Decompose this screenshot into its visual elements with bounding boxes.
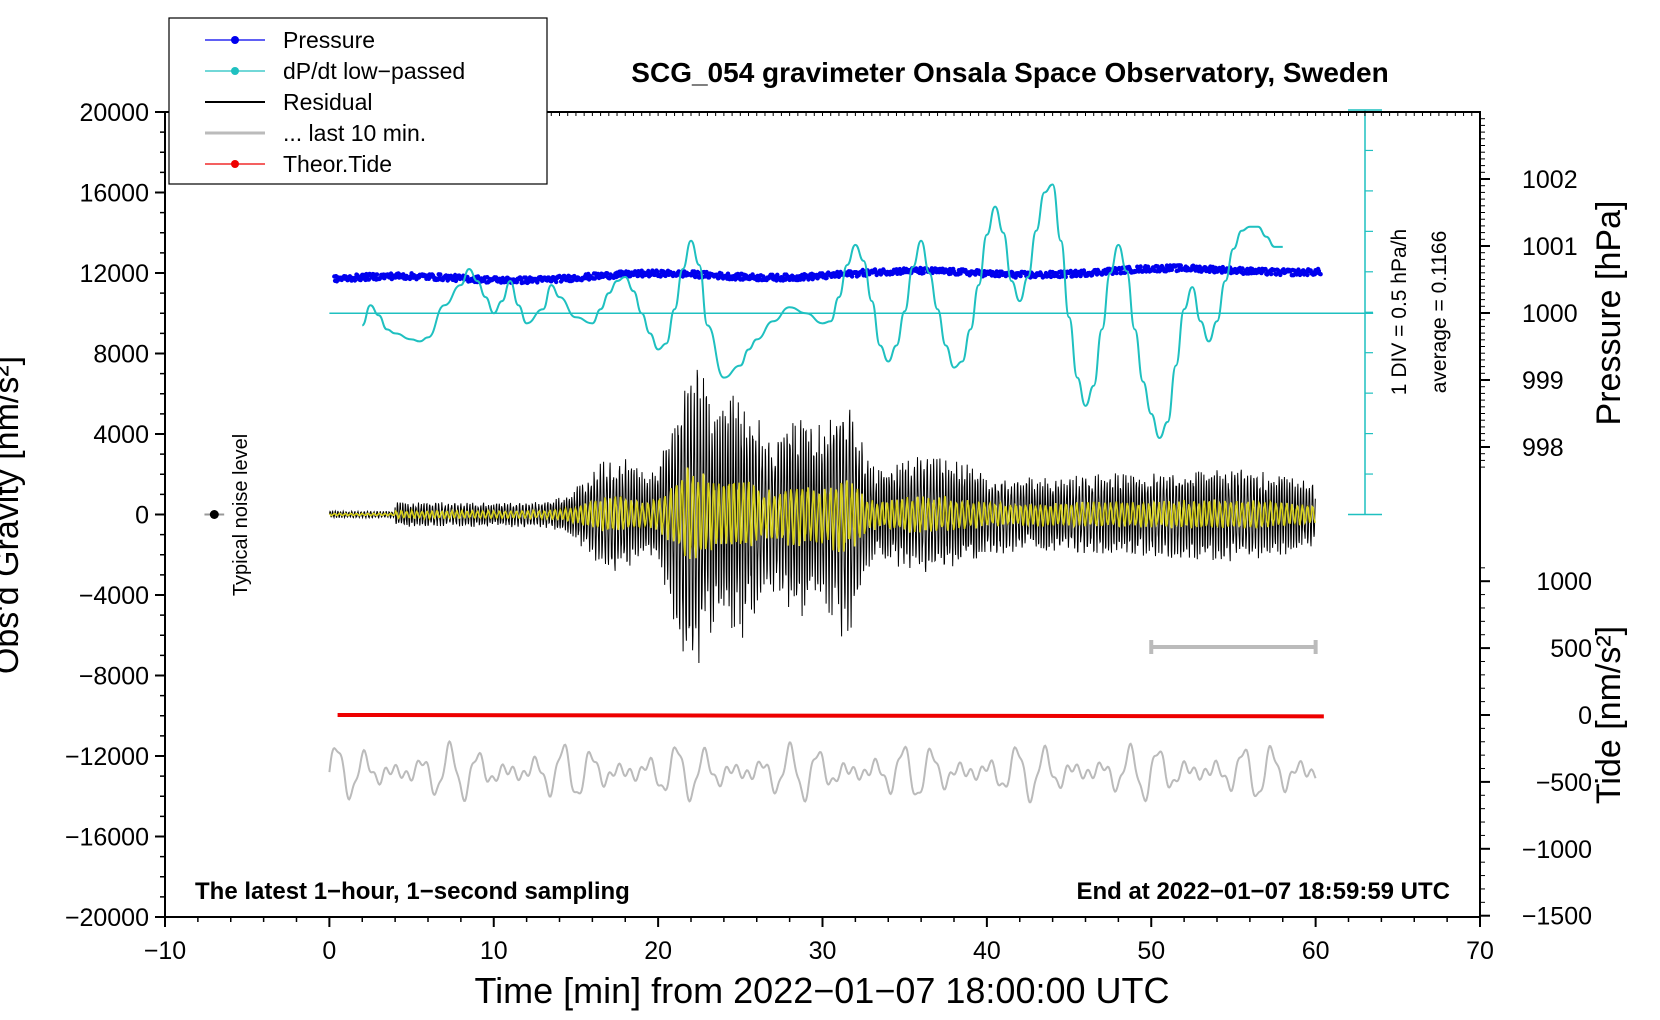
tide-tick-label: −500 (1536, 769, 1592, 797)
sampling-note: The latest 1−hour, 1−second sampling (195, 878, 630, 905)
noise-label: Typical noise level (230, 434, 252, 596)
pressure-average-label: average = 0.1166 (1428, 231, 1451, 394)
y-tick-label: 8000 (93, 341, 149, 369)
chart-title: SCG_054 gravimeter Onsala Space Observat… (631, 57, 1388, 88)
legend-marker (231, 36, 239, 44)
x-tick-label: 30 (809, 937, 837, 965)
pressure-point (1220, 264, 1226, 270)
pressure-point (849, 274, 855, 279)
y-tick-label: 16000 (79, 180, 149, 208)
pressure-point (366, 277, 371, 282)
x-tick-label: 20 (644, 937, 672, 965)
pressure-point (860, 267, 865, 273)
legend-label: dP/dt low−passed (283, 58, 465, 84)
legend-label: ... last 10 min. (283, 120, 426, 146)
y-tick-label: −20000 (65, 904, 149, 932)
pressure-point (438, 272, 443, 277)
x-tick-label: 70 (1466, 937, 1494, 965)
tide-tick-label: −1500 (1522, 903, 1592, 931)
tide-axis-label: Tide [nm/s²] (1590, 626, 1628, 804)
pressure-point (605, 271, 610, 276)
pressure-point (658, 274, 663, 279)
tide-tick-label: 500 (1550, 635, 1592, 663)
pressure-point (1305, 272, 1310, 278)
pressure-point (1178, 263, 1184, 268)
y-tick-label: −12000 (65, 743, 149, 771)
pressure-tick-label: 1000 (1522, 300, 1578, 328)
y-tick-label: 12000 (79, 260, 149, 288)
y-axis-label: Obs'd Gravity [nm/s²] (0, 356, 26, 674)
tide-tick-label: 1000 (1536, 568, 1592, 596)
noise-level-marker (209, 510, 219, 519)
x-tick-label: 50 (1137, 937, 1165, 965)
y-tick-label: −16000 (65, 824, 149, 852)
y-tick-label: −4000 (79, 582, 149, 610)
legend-marker (231, 160, 239, 168)
pressure-point (1318, 272, 1323, 277)
legend: Pressure dP/dt low−passed Residual ... last… (168, 17, 548, 185)
pressure-point (1060, 274, 1065, 279)
legend-label: Residual (283, 89, 373, 115)
pressure-point (374, 272, 380, 277)
x-axis-label: Time [min] from 2022−01−07 18:00:00 UTC (474, 970, 1169, 1011)
pressure-tick-label: 999 (1522, 367, 1564, 395)
pressure-point (1250, 266, 1255, 272)
pressure-point (1068, 268, 1073, 274)
residual-filtered-series (328, 467, 1316, 559)
pressure-point (1240, 266, 1245, 271)
theor-tide-series (337, 713, 1324, 719)
pressure-tick-label: 1001 (1522, 233, 1578, 261)
pressure-point (1013, 275, 1018, 280)
pressure-point (554, 279, 559, 285)
pressure-tick-label: 998 (1522, 434, 1564, 462)
pressure-point (921, 270, 926, 276)
pressure-point (1274, 272, 1279, 277)
pressure-axis-label: Pressure [hPa] (1590, 201, 1628, 426)
pressure-scale-label: 1 DIV = 0.5 hPa/h (1388, 229, 1411, 395)
residual-series (328, 369, 1316, 664)
tide-tick-label: 0 (1578, 702, 1592, 730)
x-tick-label: 40 (973, 937, 1001, 965)
legend-label: Theor.Tide (283, 151, 392, 177)
y-tick-label: 0 (135, 502, 149, 530)
pressure-point (568, 274, 573, 279)
end-time-note: End at 2022−01−07 18:59:59 UTC (1076, 878, 1450, 905)
last-10-min-trace (328, 739, 1317, 804)
pressure-point (652, 272, 657, 278)
x-tick-label: −10 (144, 937, 186, 965)
pressure-point (783, 277, 788, 282)
legend-label: Pressure (283, 27, 375, 53)
x-tick-label: 60 (1302, 937, 1330, 965)
pressure-point (994, 269, 999, 274)
pressure-point (1138, 264, 1143, 269)
pressure-point (1269, 271, 1274, 277)
pressure-point (1018, 273, 1023, 279)
legend-marker (231, 67, 239, 75)
x-tick-label: 10 (480, 937, 508, 965)
dpdt-series (361, 183, 1283, 440)
x-tick-label: 0 (322, 937, 336, 965)
pressure-point (824, 275, 829, 281)
pressure-tick-label: 1002 (1522, 166, 1578, 194)
y-tick-label: 20000 (79, 99, 149, 127)
pressure-point (770, 272, 775, 277)
y-tick-label: 4000 (93, 421, 149, 449)
pressure-point (1114, 270, 1119, 276)
tide-tick-label: −1000 (1522, 836, 1592, 864)
pressure-point (1145, 264, 1151, 269)
y-tick-label: −8000 (79, 663, 149, 691)
